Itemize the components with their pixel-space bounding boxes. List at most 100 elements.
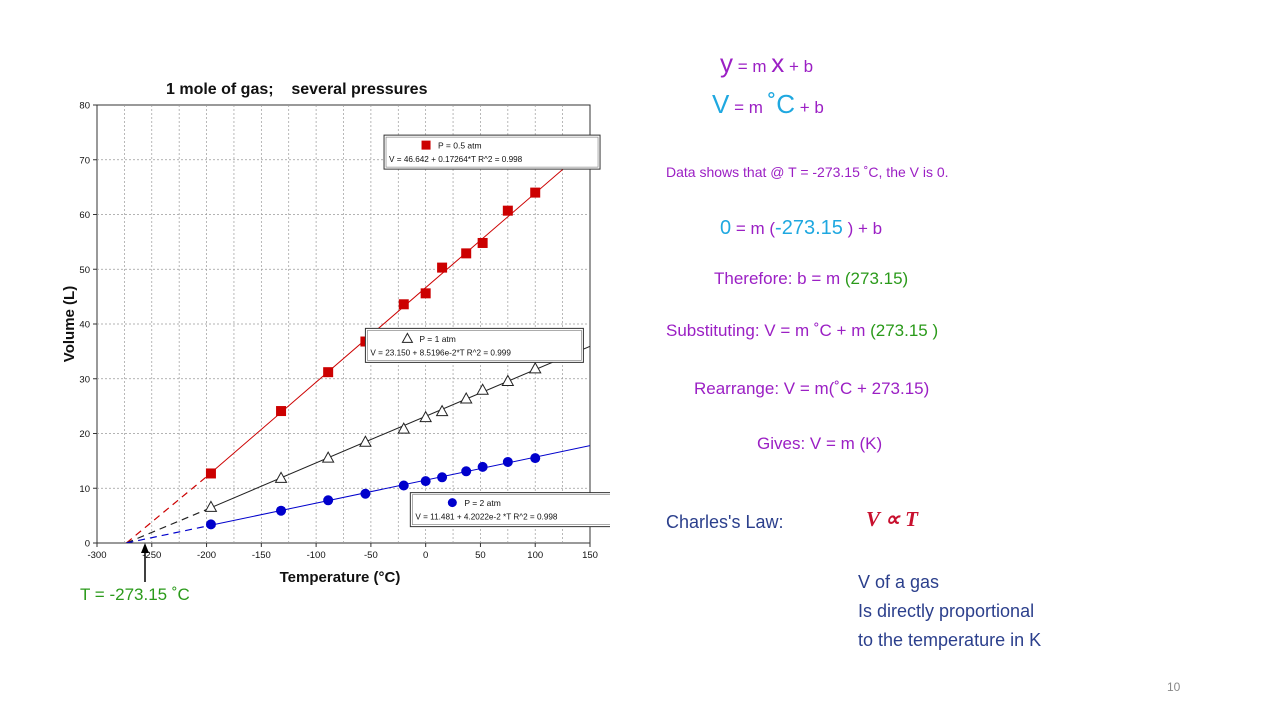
- y-tick-label: 30: [79, 374, 90, 385]
- chart-title: 1 mole of gas; several pressures: [166, 81, 428, 98]
- data-point-square: [205, 468, 216, 479]
- y-tick-label: 0: [85, 539, 90, 550]
- fit-legend: P = 2 atm V = 11.481 + 4.2022e-2 *T R^2 =…: [409, 492, 610, 528]
- fit-legend: P = 0.5 atm V = 46.642 + 0.17264*T R^2 = …: [383, 134, 601, 170]
- x-tick-label: 50: [475, 550, 486, 561]
- data-point-triangle: [397, 422, 411, 434]
- legend-box: [383, 134, 601, 170]
- data-point-triangle: [419, 410, 433, 423]
- law-description-line-3: to the temperature in K: [858, 630, 1042, 650]
- data-point-triangle: [321, 451, 335, 463]
- legend-fit-label: V = 46.642 + 0.17264*T R^2 = 0.998: [389, 155, 523, 164]
- x-tick-label: 150: [582, 550, 598, 561]
- data-point-circle: [461, 466, 472, 477]
- rearrange-step: Rearrange: V = m(˚C + 273.15): [694, 379, 930, 398]
- x-axis-label: Temperature (°C): [280, 569, 401, 586]
- fit-lines: [126, 145, 590, 543]
- data-point-circle: [360, 488, 371, 499]
- data-point-triangle: [528, 361, 542, 374]
- y-tick-label: 20: [79, 429, 90, 440]
- fit-legends: P = 0.5 atm V = 46.642 + 0.17264*T R^2 = …: [364, 134, 610, 528]
- y-tick-label: 40: [79, 320, 90, 331]
- data-point-square: [437, 262, 448, 273]
- data-point-circle: [323, 495, 334, 506]
- data-point-triangle: [459, 391, 473, 404]
- law-description: V of a gas Is directly proportional to t…: [858, 568, 1041, 655]
- fit-extrapolation: [126, 476, 207, 543]
- celsius-variable: ˚C: [767, 89, 796, 119]
- legend-box: [364, 327, 584, 363]
- data-point-circle: [420, 476, 431, 487]
- data-point-triangle: [274, 471, 288, 483]
- data-note: Data shows that @ T = -273.15 ˚C, the V …: [666, 164, 949, 180]
- charles-law-formula: V ∝ T: [866, 507, 918, 531]
- legend-inner-box: [367, 330, 582, 361]
- y-tick-label: 10: [79, 484, 90, 495]
- x-tick-label: 0: [423, 550, 428, 561]
- y-tick-label: 70: [79, 155, 90, 166]
- y-tick-label: 60: [79, 210, 90, 221]
- x-tick-label: -50: [364, 550, 378, 561]
- legend-marker: [421, 140, 431, 150]
- x-tick-label: -200: [197, 550, 216, 561]
- v-variable: V: [712, 89, 730, 119]
- data-point-circle: [502, 456, 513, 467]
- fit-line: [206, 445, 590, 527]
- y-variable: y: [720, 48, 733, 78]
- y-tick-label: 50: [79, 265, 90, 276]
- fit-extrapolation: [126, 508, 207, 543]
- data-point-circle: [398, 480, 409, 491]
- charles-law-chart: 1 mole of gas; several pressures -300 -25…: [61, 81, 610, 602]
- legend-series-name: P = 0.5 atm: [438, 141, 482, 151]
- data-point-square: [420, 288, 431, 299]
- fit-line: [206, 345, 590, 511]
- legend-inner-box: [385, 136, 599, 168]
- data-point-square: [276, 406, 287, 417]
- x-variable: x: [771, 48, 785, 78]
- substituting-step: Substituting: V = m ˚C + m (273.15 ): [666, 321, 939, 340]
- data-point-circle: [530, 453, 541, 464]
- slope-intercept-equation: y = m x + b: [720, 48, 814, 78]
- charles-law-label: Charles's Law:: [666, 512, 784, 532]
- data-point-square: [398, 299, 409, 310]
- fit-line: [206, 145, 590, 478]
- x-tick-label: -150: [252, 550, 271, 561]
- legend-fit-label: V = 23.150 + 8.5196e-2*T R^2 = 0.999: [370, 348, 511, 357]
- page-number: 10: [1167, 680, 1181, 694]
- data-point-circle: [477, 461, 488, 472]
- data-point-square: [477, 237, 488, 248]
- fit-extrapolation: [126, 525, 207, 543]
- legend-inner-box: [412, 494, 610, 525]
- x-tick-label: -250: [142, 550, 161, 561]
- legend-series-name: P = 1 atm: [419, 334, 455, 344]
- data-point-square: [530, 187, 541, 198]
- x-tick-label: -300: [87, 550, 106, 561]
- axis-ticks: -300 -250 -200 -150 -100 -50 0 50 100 150 0 10 20 30 4…: [79, 101, 598, 562]
- data-point-square: [461, 248, 472, 259]
- data-point-triangle: [501, 374, 515, 386]
- data-point-circle: [205, 519, 216, 530]
- law-description-line-1: V of a gas: [858, 572, 940, 592]
- data-point-circle: [276, 505, 287, 516]
- data-point-square: [323, 367, 334, 378]
- fit-legend: P = 1 atm V = 23.150 + 8.5196e-2*T R^2 = …: [364, 327, 584, 363]
- x-tick-label: -100: [307, 550, 326, 561]
- data-point-square: [502, 205, 513, 216]
- legend-marker: [401, 332, 414, 343]
- x-tick-label: 100: [527, 550, 543, 561]
- data-point-circle: [437, 472, 448, 483]
- legend-series-name: P = 2 atm: [464, 498, 500, 508]
- data-point-triangle: [359, 435, 372, 447]
- data-point-triangle: [435, 404, 449, 417]
- absolute-zero-label: T = -273.15 ˚C: [80, 585, 190, 602]
- zero-arrow: [141, 543, 149, 582]
- legend-marker: [447, 498, 457, 508]
- data-point-triangle: [476, 383, 489, 395]
- therefore-step: Therefore: b = m (273.15): [714, 269, 909, 288]
- volume-equation: V = m ˚C + b: [712, 89, 824, 119]
- y-axis-label: Volume (L): [61, 286, 78, 362]
- zero-volume-equation: 0 = m (-273.15 ) + b: [720, 217, 883, 239]
- data-point-triangle: [204, 500, 218, 512]
- gives-step: Gives: V = m (K): [757, 434, 883, 453]
